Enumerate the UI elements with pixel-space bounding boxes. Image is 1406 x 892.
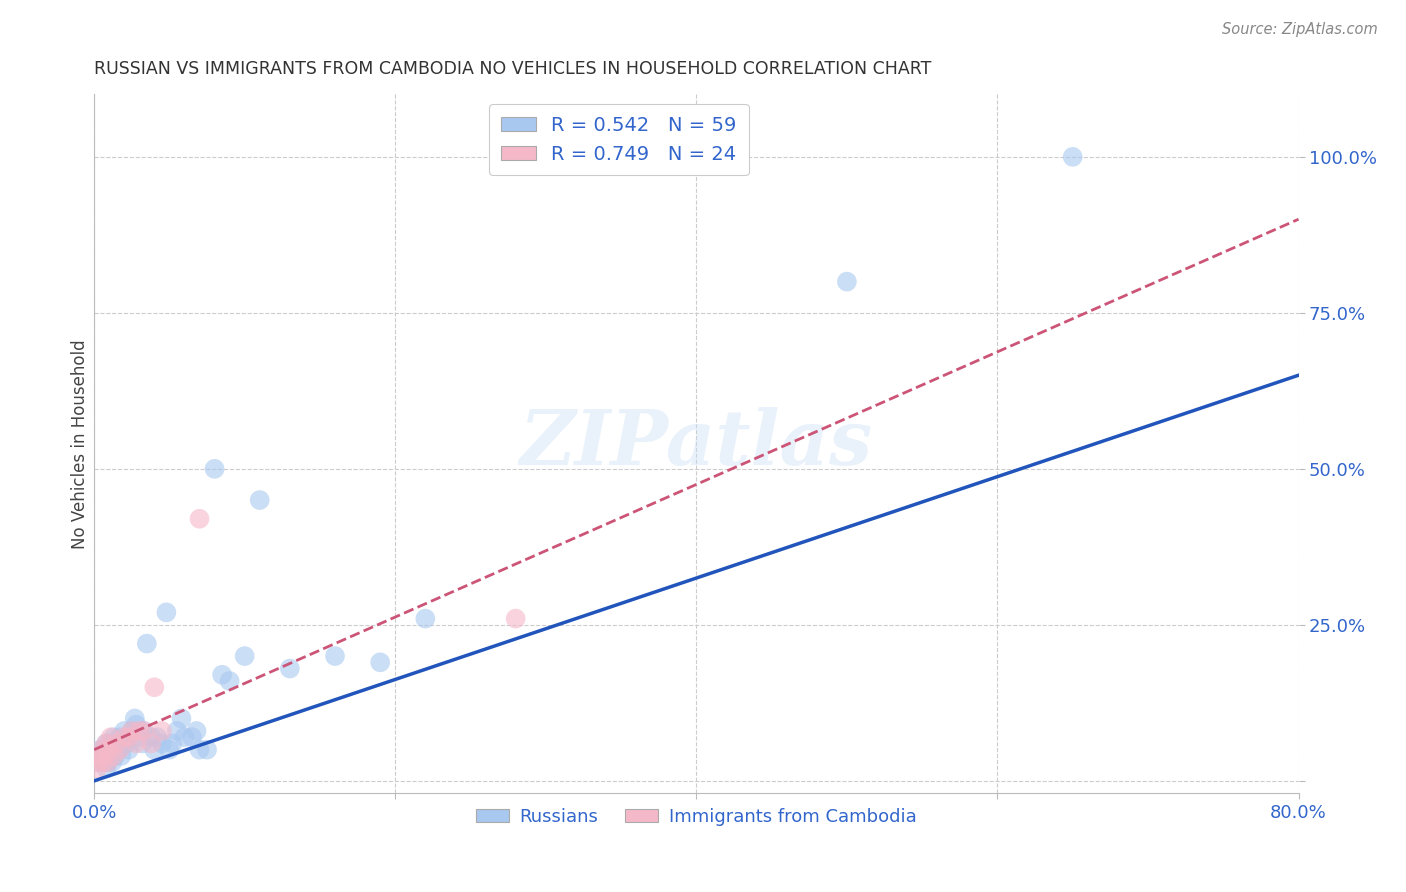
Point [218, 673, 240, 688]
Point [97, 742, 120, 756]
Text: RUSSIAN VS IMMIGRANTS FROM CAMBODIA NO VEHICLES IN HOUSEHOLD CORRELATION CHART: RUSSIAN VS IMMIGRANTS FROM CAMBODIA NO V… [94, 60, 932, 78]
Point [105, 736, 128, 750]
Point [110, 748, 132, 763]
Point [103, 730, 125, 744]
Point [91, 748, 114, 763]
Point [233, 648, 256, 663]
Point [173, 730, 195, 744]
Point [90, 742, 112, 756]
Point [150, 736, 173, 750]
Point [97, 755, 120, 769]
Point [118, 742, 141, 756]
Point [91, 742, 114, 756]
Point [835, 275, 858, 289]
Point [121, 723, 143, 738]
Point [195, 742, 218, 756]
Point [249, 493, 271, 508]
Point [150, 723, 173, 738]
Point [98, 748, 121, 763]
Point [104, 748, 127, 763]
Point [505, 612, 527, 626]
Point [1062, 150, 1084, 164]
Point [135, 637, 157, 651]
Point [125, 736, 148, 750]
Point [131, 736, 153, 750]
Point [101, 755, 124, 769]
Point [96, 736, 118, 750]
Point [204, 462, 226, 476]
Point [166, 723, 188, 738]
Point [93, 748, 115, 763]
Point [103, 748, 125, 763]
Point [112, 723, 135, 738]
Point [188, 512, 211, 526]
Point [86, 761, 108, 775]
Point [90, 755, 112, 769]
Legend: Russians, Immigrants from Cambodia: Russians, Immigrants from Cambodia [470, 801, 924, 833]
Y-axis label: No Vehicles in Household: No Vehicles in Household [72, 339, 89, 549]
Point [107, 742, 129, 756]
Point [97, 755, 120, 769]
Point [111, 736, 134, 750]
Point [128, 730, 150, 744]
Point [96, 761, 118, 775]
Point [186, 723, 208, 738]
Point [211, 667, 233, 681]
Point [141, 730, 163, 744]
Point [89, 742, 111, 756]
Point [96, 736, 118, 750]
Point [100, 742, 122, 756]
Point [87, 755, 110, 769]
Point [162, 736, 184, 750]
Text: Source: ZipAtlas.com: Source: ZipAtlas.com [1222, 22, 1378, 37]
Point [415, 612, 437, 626]
Point [143, 742, 166, 756]
Point [188, 742, 211, 756]
Point [91, 755, 114, 769]
Point [323, 648, 346, 663]
Point [103, 742, 125, 756]
Point [121, 723, 143, 738]
Point [100, 730, 122, 744]
Point [278, 661, 301, 675]
Point [105, 736, 128, 750]
Point [98, 736, 121, 750]
Point [98, 742, 121, 756]
Point [146, 730, 169, 744]
Point [124, 711, 146, 725]
Point [86, 755, 108, 769]
Point [143, 680, 166, 694]
Point [157, 742, 180, 756]
Point [93, 748, 115, 763]
Point [93, 755, 115, 769]
Point [89, 748, 111, 763]
Text: ZIPatlas: ZIPatlas [520, 407, 873, 481]
Point [132, 723, 155, 738]
Point [155, 606, 177, 620]
Point [112, 730, 135, 744]
Point [132, 723, 155, 738]
Point [141, 736, 163, 750]
Point [128, 723, 150, 738]
Point [125, 717, 148, 731]
Point [87, 748, 110, 763]
Point [368, 655, 391, 669]
Point [108, 730, 131, 744]
Point [108, 742, 131, 756]
Point [117, 736, 139, 750]
Point [118, 730, 141, 744]
Point [170, 711, 193, 725]
Point [181, 730, 204, 744]
